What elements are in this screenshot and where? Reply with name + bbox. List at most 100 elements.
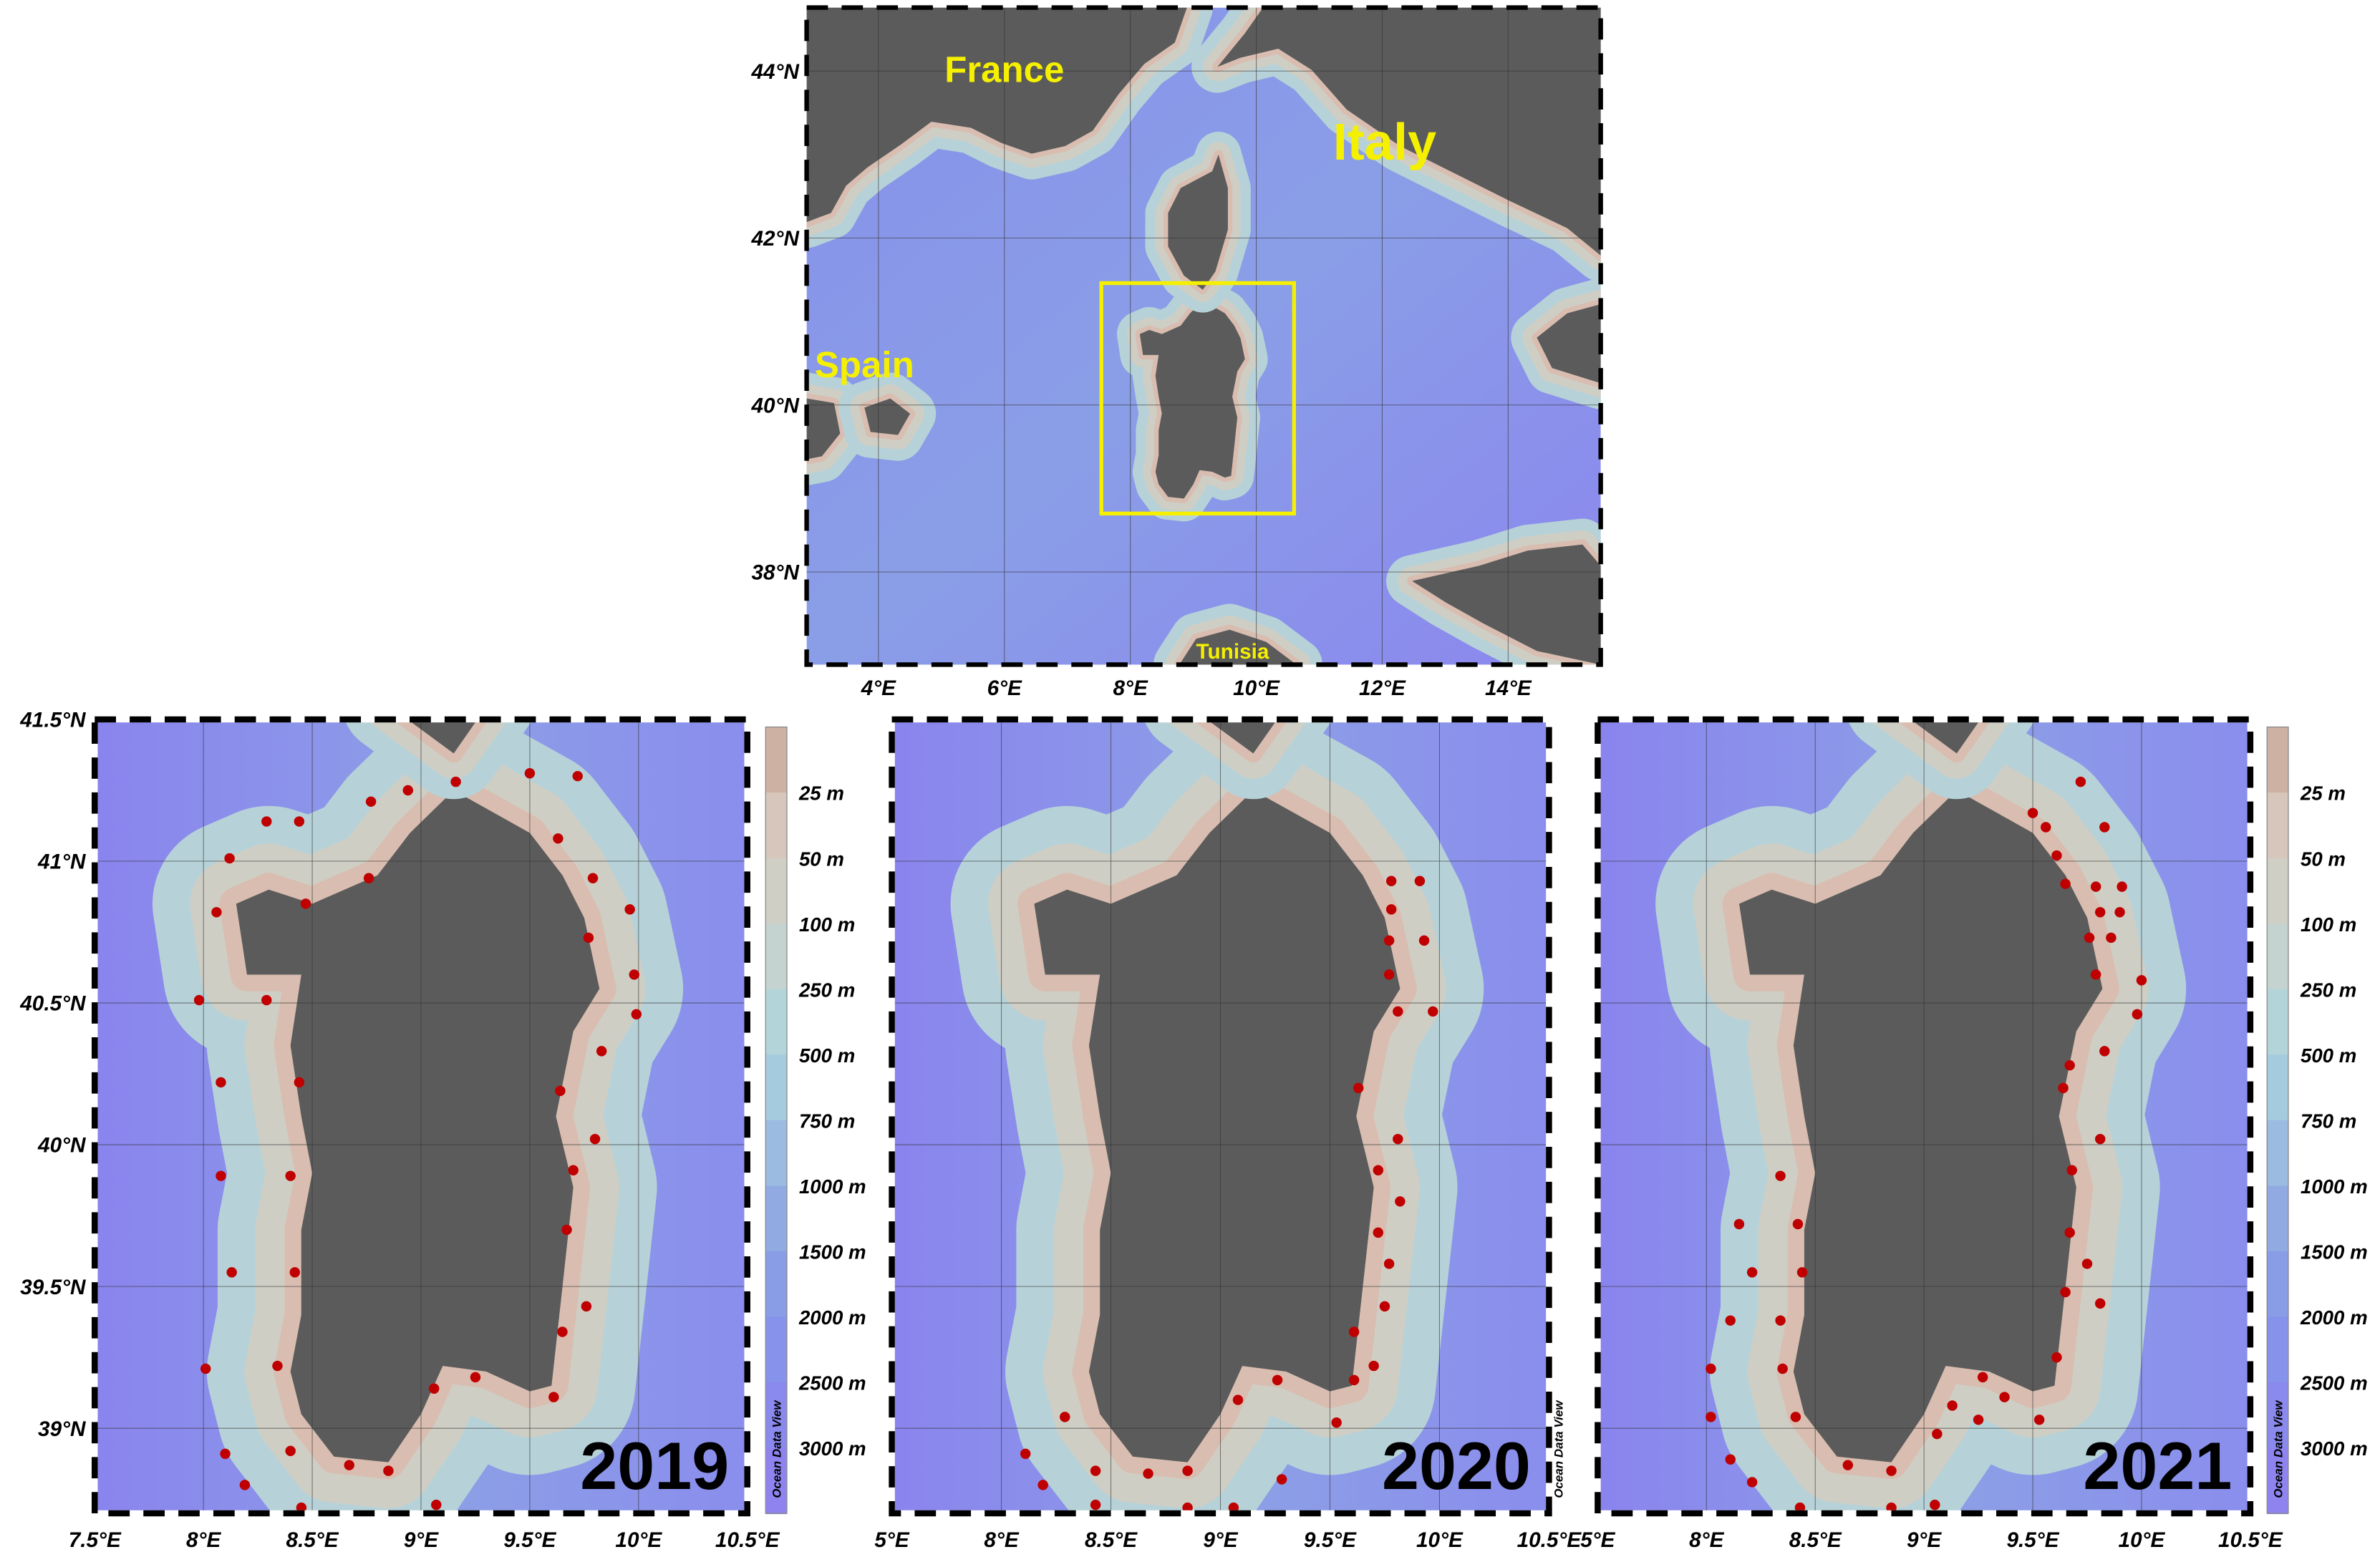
- station: [2060, 878, 2071, 889]
- land: [1537, 304, 1601, 384]
- station: [300, 898, 311, 909]
- x-tick-label: 4°E: [861, 676, 896, 700]
- shelf: [344, 719, 533, 800]
- sardinia: [236, 790, 600, 1462]
- station: [1383, 969, 1395, 980]
- land: [1179, 629, 1297, 665]
- colorbar-band: [2267, 858, 2288, 925]
- colorbar-band: [765, 989, 787, 1056]
- sardinia: [1738, 790, 2103, 1462]
- x-tick-label: 10.5°E: [2218, 1528, 2283, 1552]
- station: [1020, 1448, 1031, 1460]
- station: [294, 1077, 305, 1088]
- credit: Ocean Data View: [1552, 1400, 1566, 1498]
- colorbar-band: [765, 1316, 787, 1384]
- station: [470, 1372, 481, 1383]
- y-tick-label: 40°N: [751, 394, 800, 417]
- station: [2075, 776, 2086, 787]
- panel-map: [891, 719, 1549, 1514]
- station: [1706, 1412, 1716, 1422]
- station: [1348, 1374, 1360, 1386]
- station: [2090, 881, 2101, 892]
- station: [2136, 975, 2147, 986]
- station: [261, 816, 272, 827]
- colorbar-band: [2267, 1316, 2288, 1384]
- colorbar-band: [2267, 1251, 2288, 1318]
- colorbar-band: [765, 1447, 787, 1515]
- map-frame: [804, 5, 1603, 667]
- x-tick-label: 8.5°E: [1085, 1528, 1138, 1552]
- station: [572, 770, 583, 782]
- land: [1412, 544, 1601, 665]
- station: [587, 873, 599, 883]
- x-tick-label: 5°E: [1580, 1528, 1615, 1552]
- colorbar-label: 2000 m: [798, 1306, 866, 1329]
- colorbar-label: 50 m: [2301, 848, 2346, 870]
- colorbar-label: 25 m: [798, 782, 844, 805]
- station: [1842, 1460, 1854, 1470]
- colorbar-label: 250 m: [2300, 979, 2356, 1001]
- station: [1746, 1477, 1758, 1488]
- station: [272, 1360, 283, 1372]
- station: [2084, 932, 2095, 943]
- x-tick-label: 10°E: [2119, 1528, 2166, 1552]
- colorbar-label: 2500 m: [2300, 1372, 2368, 1394]
- station: [220, 1448, 231, 1460]
- station: [2064, 1059, 2075, 1071]
- colorbar-band: [2267, 1382, 2288, 1449]
- station: [2066, 1165, 2077, 1175]
- station: [429, 1383, 440, 1394]
- x-tick-label: 9.5°E: [2007, 1528, 2060, 1552]
- station: [1228, 1502, 1239, 1513]
- station: [1932, 1428, 1943, 1440]
- station: [1775, 1315, 1786, 1326]
- station: [365, 796, 377, 807]
- colorbar-label: 3000 m: [2301, 1437, 2368, 1460]
- station: [2099, 822, 2110, 833]
- station: [1733, 1218, 1745, 1230]
- y-tick-label: 40.5°N: [19, 992, 86, 1016]
- land: [1217, 7, 1601, 256]
- station: [193, 994, 205, 1006]
- x-tick-label: 10°E: [615, 1528, 662, 1552]
- colorbar-band: [765, 727, 787, 794]
- station: [1373, 1227, 1383, 1238]
- study-area-box: [1099, 281, 1296, 516]
- shelf: [1870, 719, 2011, 779]
- station: [1725, 1315, 1736, 1326]
- station: [629, 969, 639, 980]
- station: [1777, 1363, 1788, 1374]
- land: [806, 398, 841, 460]
- colorbar-band: [2267, 1120, 2288, 1187]
- x-tick-label: 8°E: [984, 1528, 1019, 1552]
- station: [239, 1480, 251, 1490]
- panel-map: [1597, 719, 2250, 1514]
- station: [1395, 1196, 1406, 1207]
- y-tick-label: 41°N: [37, 850, 86, 874]
- colorbar-label: 3000 m: [799, 1437, 866, 1460]
- colorbar-label: 1500 m: [2301, 1241, 2368, 1263]
- station: [2095, 1298, 2106, 1309]
- colorbar-band: [2267, 727, 2288, 794]
- station: [1706, 1363, 1716, 1374]
- colorbar-label: 500 m: [799, 1044, 855, 1067]
- station: [1393, 1006, 1403, 1017]
- colorbar-band: [765, 923, 787, 990]
- colorbar-label: 750 m: [799, 1110, 855, 1132]
- frame: [92, 716, 750, 1517]
- station: [1414, 875, 1426, 886]
- x-tick-label: 9.5°E: [1304, 1528, 1357, 1552]
- corsica: [1206, 719, 1277, 754]
- year-label: 2021: [2083, 1428, 2232, 1503]
- colorbar-label: 500 m: [2301, 1044, 2356, 1067]
- station: [1276, 1474, 1287, 1485]
- year-label: 2019: [580, 1428, 729, 1503]
- panel-map: [95, 719, 748, 1514]
- station: [1232, 1394, 1244, 1405]
- station: [289, 1267, 301, 1278]
- station: [2117, 881, 2127, 892]
- station: [2060, 1286, 2071, 1298]
- station: [1385, 875, 1397, 886]
- station: [631, 1009, 642, 1020]
